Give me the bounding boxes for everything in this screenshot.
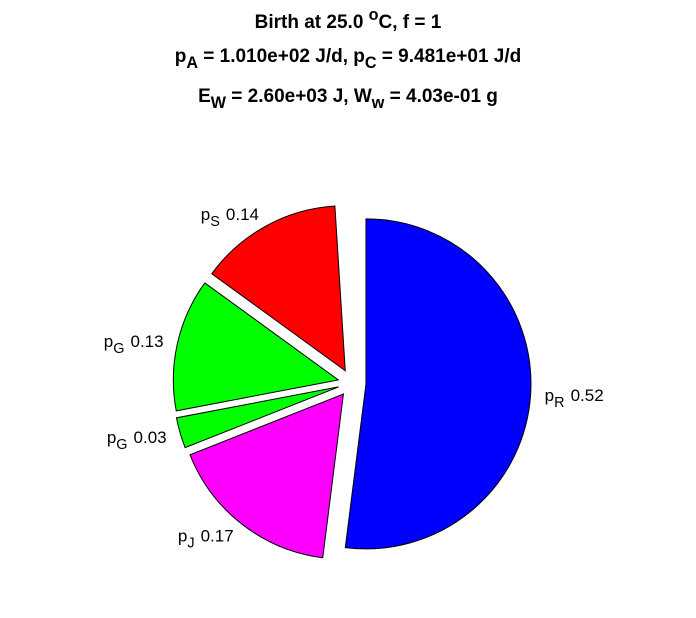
text-part: = 9.481e+01 J/d — [377, 46, 522, 67]
text-part: E — [198, 86, 211, 107]
pie-slice — [344, 218, 532, 550]
text-part: p — [107, 428, 116, 447]
text-part: = 1.010e+02 J/d, p — [198, 46, 365, 67]
chart-title: pA = 1.010e+02 J/d, pC = 9.481e+01 J/d — [175, 46, 522, 72]
chart-title: EW = 2.60e+03 J, Ww = 4.03e-01 g — [198, 86, 498, 112]
text-part: p — [178, 527, 187, 546]
pie-slice — [211, 205, 346, 372]
text-part: Birth at 25.0 — [255, 12, 369, 33]
slice-value: 0.03 — [134, 428, 167, 447]
text-part: w — [371, 94, 385, 112]
slice-label: pR 0.52 — [545, 386, 604, 411]
pie-slice — [175, 386, 339, 449]
text-part: o — [369, 6, 379, 24]
slice-value: 0.13 — [131, 332, 164, 351]
pie-slice — [189, 393, 345, 559]
slice-label: pG 0.03 — [107, 428, 167, 453]
slice-label: pG 0.13 — [104, 332, 164, 357]
pie-slice — [172, 282, 340, 412]
text-part: p — [175, 46, 187, 67]
text-part: = 2.60e+03 J, W — [226, 86, 372, 107]
text-part: J — [187, 536, 194, 552]
text-part: p — [104, 332, 113, 351]
slice-label: pJ 0.17 — [178, 527, 234, 552]
slice-value: 0.14 — [226, 205, 259, 224]
text-part: = 4.03e-01 g — [384, 86, 498, 107]
text-part: G — [116, 437, 127, 453]
chart-title: Birth at 25.0 oC, f = 1 — [255, 6, 442, 33]
slice-value: 0.17 — [201, 527, 234, 546]
text-part: p — [545, 386, 554, 405]
text-part: p — [201, 205, 210, 224]
text-part: R — [554, 395, 564, 411]
text-part: C, f = 1 — [379, 12, 442, 33]
text-part: G — [113, 341, 124, 357]
text-part: S — [210, 214, 220, 230]
text-part: A — [186, 54, 198, 72]
slice-value: 0.52 — [571, 386, 604, 405]
text-part: W — [211, 94, 227, 112]
text-part: C — [365, 54, 377, 72]
slice-label: pS 0.14 — [201, 205, 259, 230]
